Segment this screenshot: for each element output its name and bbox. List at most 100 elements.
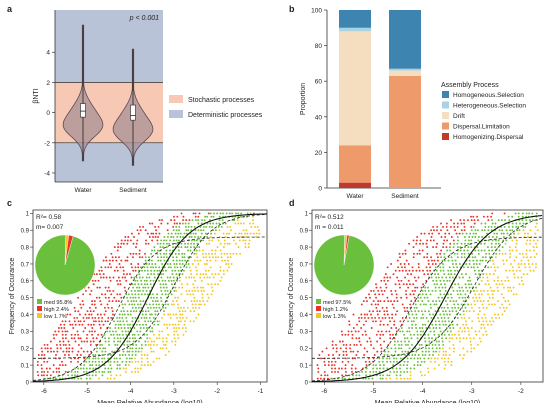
data-point bbox=[108, 330, 111, 333]
data-point bbox=[124, 354, 127, 356]
data-point bbox=[482, 215, 485, 218]
data-point bbox=[360, 303, 363, 306]
data-point bbox=[182, 219, 185, 222]
data-point bbox=[226, 242, 229, 245]
data-point bbox=[225, 212, 228, 215]
data-point bbox=[473, 289, 475, 292]
data-point bbox=[166, 236, 169, 238]
data-point bbox=[474, 293, 477, 296]
data-point bbox=[153, 276, 156, 279]
data-point bbox=[486, 276, 489, 279]
y-tick-label-d: 0.2 bbox=[300, 347, 309, 353]
data-point bbox=[451, 323, 454, 326]
data-point bbox=[535, 242, 537, 245]
data-point bbox=[217, 283, 219, 286]
data-point bbox=[419, 364, 422, 367]
data-point bbox=[196, 259, 199, 262]
data-point bbox=[170, 303, 173, 306]
data-point bbox=[459, 313, 462, 316]
data-point bbox=[502, 259, 505, 262]
data-point bbox=[443, 252, 446, 255]
x-tick-label-d: -4 bbox=[420, 388, 426, 395]
data-point bbox=[433, 259, 436, 262]
data-point bbox=[152, 279, 155, 282]
panel-label-d: d bbox=[289, 198, 295, 208]
bar-segment-heterogeneous-selection bbox=[389, 68, 421, 71]
data-point bbox=[146, 293, 149, 296]
data-point bbox=[176, 215, 179, 218]
data-point bbox=[455, 310, 458, 313]
data-point bbox=[470, 246, 473, 249]
data-point bbox=[113, 296, 116, 299]
data-point bbox=[218, 222, 221, 225]
data-point bbox=[477, 229, 479, 232]
data-point bbox=[507, 215, 510, 218]
data-point bbox=[394, 350, 397, 353]
data-point bbox=[503, 310, 506, 313]
x-axis-label-c: Mean Relative Abundance (log10) bbox=[97, 400, 202, 403]
data-point bbox=[365, 364, 368, 367]
data-point bbox=[423, 256, 426, 259]
data-point bbox=[467, 242, 470, 245]
data-point bbox=[347, 360, 350, 363]
data-point bbox=[416, 360, 419, 363]
data-point bbox=[116, 293, 119, 296]
data-point bbox=[181, 327, 184, 329]
data-point bbox=[507, 300, 510, 303]
data-point bbox=[151, 263, 154, 265]
data-point bbox=[205, 256, 208, 259]
data-point bbox=[415, 316, 418, 319]
data-point bbox=[379, 337, 382, 340]
data-point bbox=[492, 263, 495, 265]
data-point bbox=[456, 316, 459, 319]
data-point bbox=[154, 266, 157, 269]
data-point bbox=[454, 283, 457, 286]
data-point bbox=[427, 310, 430, 313]
data-point bbox=[365, 374, 368, 377]
data-point bbox=[395, 357, 398, 360]
pie-legend-swatch-d bbox=[316, 299, 321, 304]
m-value-c: m= 0.007 bbox=[36, 224, 64, 231]
data-point bbox=[461, 357, 464, 360]
data-point bbox=[421, 293, 424, 296]
data-point bbox=[525, 212, 528, 215]
data-point bbox=[485, 273, 488, 276]
data-point bbox=[482, 300, 485, 303]
data-point bbox=[467, 330, 470, 333]
plot-frame-c bbox=[32, 209, 268, 383]
data-point bbox=[169, 239, 172, 242]
data-point bbox=[84, 289, 87, 292]
data-point bbox=[470, 283, 473, 286]
data-point bbox=[117, 283, 119, 286]
data-point bbox=[90, 350, 92, 353]
data-point bbox=[151, 327, 154, 329]
data-point bbox=[378, 360, 381, 363]
data-point bbox=[116, 279, 119, 282]
data-point bbox=[192, 283, 195, 286]
data-point bbox=[182, 215, 185, 218]
data-point bbox=[400, 340, 403, 343]
data-point bbox=[86, 340, 89, 343]
data-point bbox=[177, 269, 180, 272]
data-point bbox=[416, 337, 419, 340]
data-point bbox=[140, 360, 143, 363]
data-point bbox=[526, 273, 529, 276]
data-point bbox=[358, 370, 361, 373]
data-point bbox=[167, 313, 170, 316]
data-point bbox=[149, 343, 152, 346]
data-point bbox=[130, 357, 133, 360]
data-point bbox=[467, 266, 469, 269]
data-point bbox=[119, 279, 121, 282]
data-point bbox=[233, 219, 236, 222]
data-point bbox=[431, 340, 433, 343]
data-point bbox=[452, 266, 455, 269]
data-point bbox=[187, 222, 190, 225]
data-point bbox=[493, 313, 496, 316]
data-point bbox=[435, 246, 438, 249]
data-point bbox=[92, 323, 95, 326]
data-point bbox=[94, 360, 97, 363]
data-point bbox=[128, 350, 131, 353]
data-point bbox=[72, 327, 75, 329]
data-point bbox=[98, 360, 101, 363]
data-point bbox=[408, 347, 411, 350]
